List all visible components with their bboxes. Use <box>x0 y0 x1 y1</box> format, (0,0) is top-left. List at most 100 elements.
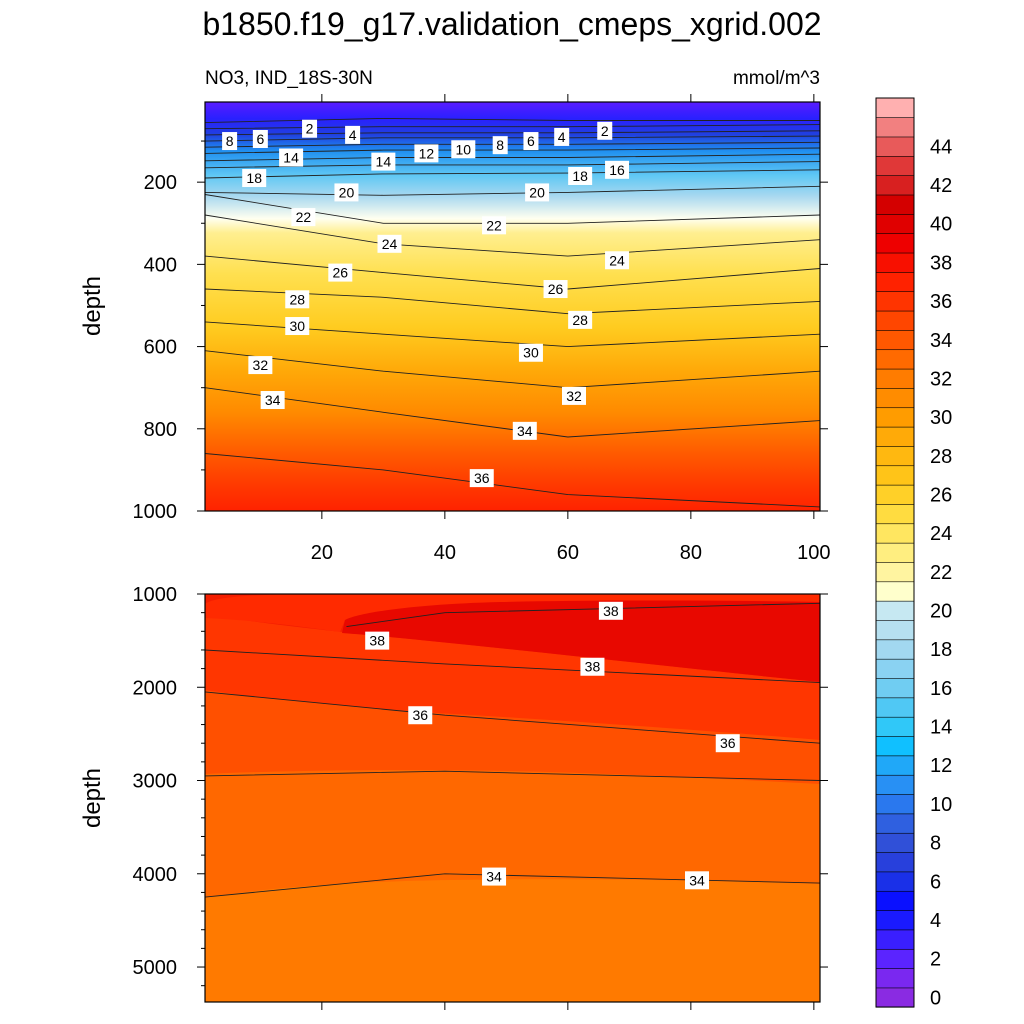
colorbar-swatch <box>875 774 915 795</box>
lower-axes: 1000 2000 3000 4000 5000 <box>133 584 828 1010</box>
contour-label-box <box>285 290 310 309</box>
contour-label: 36 <box>474 470 490 486</box>
figure-title: b1850.f19_g17.validation_cmeps_xgrid.002 <box>202 6 821 42</box>
contour-label: 28 <box>289 291 305 307</box>
contour-label: 38 <box>603 603 619 619</box>
contour-label-box <box>580 657 605 676</box>
isoline-10 <box>204 141 821 148</box>
contour-label-box <box>248 356 273 375</box>
lower-ylabel: depth <box>79 768 106 828</box>
colorbar-swatch <box>875 716 915 737</box>
colorbar-swatch <box>875 697 915 718</box>
x-tick-label: 80 <box>680 542 702 564</box>
colorbar-swatch <box>875 97 915 118</box>
colorbar-swatch <box>875 252 915 273</box>
colorbar-swatch <box>875 871 915 892</box>
contour-label-box <box>328 263 353 282</box>
contour-label-box <box>568 310 593 329</box>
contour-label: 34 <box>265 392 281 408</box>
colorbar-tick-label: 16 <box>930 678 952 700</box>
contour-label: 30 <box>289 318 305 334</box>
colorbar-tick-label: 40 <box>930 214 952 236</box>
colorbar-swatch <box>875 523 915 544</box>
colorbar: 0246810121416182022242628303234363840424… <box>875 97 952 1009</box>
contour-label-box <box>414 144 439 163</box>
colorbar-swatch <box>875 233 915 254</box>
contour-label-box <box>365 631 390 650</box>
colorbar-swatch <box>875 271 915 293</box>
contour-label: 30 <box>523 345 539 361</box>
contour-label: 34 <box>486 869 502 885</box>
contour-label-box <box>371 152 396 171</box>
colorbar-tick-label: 4 <box>930 910 941 932</box>
contour-label: 8 <box>226 133 234 149</box>
contour-label-box <box>597 121 613 140</box>
contour-label: 24 <box>609 252 625 268</box>
lower-panel: 38 38 38 36 36 34 34 1000 2000 3000 4000 5000 dept… <box>79 584 828 1010</box>
upper-ylabel: depth <box>79 276 106 336</box>
colorbar-tick-label: 36 <box>930 291 952 313</box>
lower-contour-labels: 38 38 38 36 36 34 34 <box>365 601 740 890</box>
contour-label-box <box>605 251 630 270</box>
contour-label-box <box>605 160 630 179</box>
isoline-24 <box>204 214 821 257</box>
lower-fill-39 <box>342 600 820 682</box>
colorbar-tick-label: 42 <box>930 175 952 197</box>
colorbar-swatch <box>875 600 915 621</box>
contour-label: 28 <box>572 312 588 328</box>
contour-label-box <box>334 183 359 202</box>
colorbar-swatch <box>875 368 915 389</box>
contour-label: 18 <box>246 170 262 186</box>
colorbar-swatch <box>875 542 915 563</box>
colorbar-swatch <box>875 755 915 776</box>
y-tick-label: 1000 <box>133 501 178 523</box>
colorbar-swatch <box>875 349 915 370</box>
contour-label: 32 <box>253 357 269 373</box>
contour-label-box <box>512 421 537 440</box>
contour-label: 38 <box>369 633 385 649</box>
contour-label-box <box>482 867 507 886</box>
isoline-2 <box>204 117 820 124</box>
colorbar-swatch <box>875 581 915 602</box>
colorbar-swatch <box>875 948 915 969</box>
contour-label-box <box>377 234 402 253</box>
colorbar-swatch <box>875 987 915 1008</box>
x-tick-label: 60 <box>557 542 579 564</box>
contour-label: 22 <box>296 209 312 225</box>
y-tick-label: 5000 <box>133 957 178 979</box>
isoline-6 <box>204 130 821 136</box>
contour-label: 2 <box>601 123 609 139</box>
colorbar-tick-label: 8 <box>930 833 941 855</box>
colorbar-tick-label: 20 <box>930 601 952 623</box>
colorbar-swatch <box>875 329 915 351</box>
colorbar-swatch <box>875 813 915 834</box>
colorbar-swatch <box>875 194 915 215</box>
x-tick-label: 20 <box>311 542 333 564</box>
isoline-36 <box>204 770 821 781</box>
colorbar-swatch <box>875 407 915 428</box>
contour-label: 6 <box>256 131 264 147</box>
contour-label-box <box>562 386 586 405</box>
colorbar-tick-label: 22 <box>930 562 952 584</box>
isoline-38 <box>346 602 821 628</box>
contour-label: 34 <box>517 423 533 439</box>
colorbar-swatch <box>875 310 915 331</box>
contour-label: 14 <box>376 154 392 170</box>
colorbar-swatch <box>875 291 915 312</box>
contour-label: 32 <box>566 388 582 404</box>
isoline-34 <box>204 387 821 438</box>
colorbar-swatch <box>875 677 915 699</box>
colorbar-tick-label: 24 <box>930 523 952 545</box>
contour-label-box <box>302 119 318 138</box>
colorbar-swatch <box>875 465 915 486</box>
colorbar-swatch <box>875 832 915 853</box>
y-tick-label: 1000 <box>133 584 178 606</box>
y-tick-label: 600 <box>144 337 177 359</box>
contour-label: 4 <box>558 129 566 145</box>
contour-label-box <box>554 127 570 146</box>
contour-label-box <box>252 129 268 148</box>
contour-label-box <box>451 140 476 159</box>
colorbar-swatch <box>875 117 915 138</box>
colorbar-swatch <box>875 445 915 467</box>
